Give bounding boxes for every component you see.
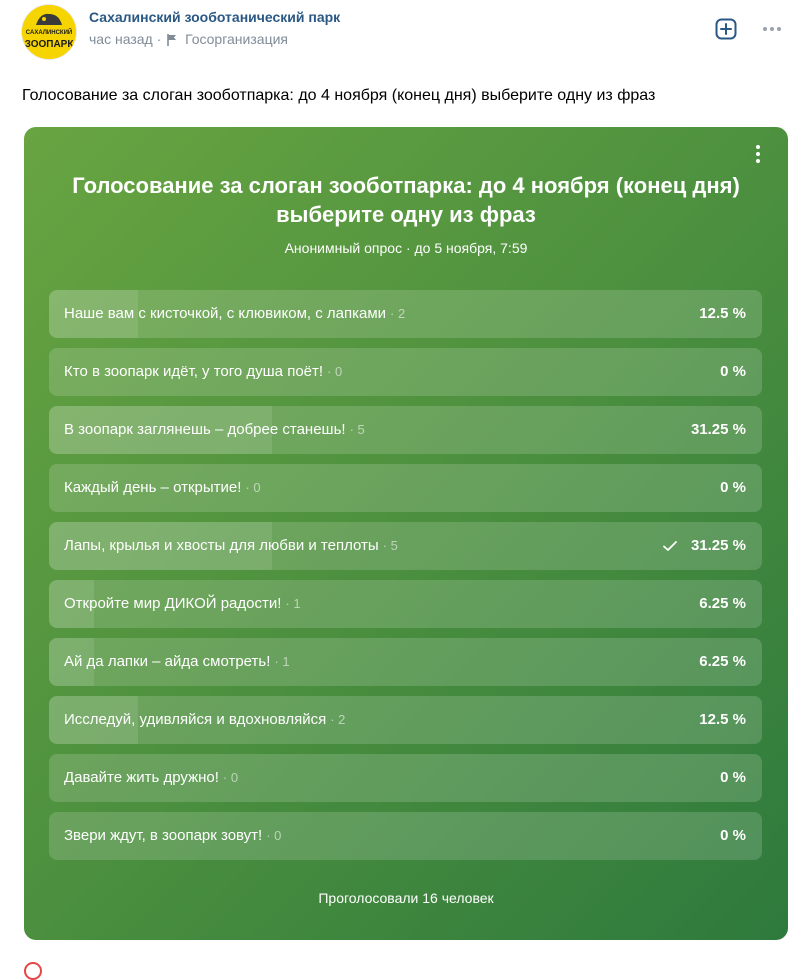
poll-subtitle: Анонимный опрос · до 5 ноября, 7:59 [284, 240, 528, 256]
poll-option-percent: 12.5 % [699, 711, 746, 728]
poll-option-label: Исследуй, удивляйся и вдохновляйся · 2 [64, 711, 346, 728]
post-text: Голосование за слоган зооботпарка: до 4 … [22, 87, 656, 104]
avatar-text-bottom: ЗООПАРК [25, 39, 75, 50]
reaction-icon[interactable] [24, 962, 42, 980]
poll-option-count: · 0 [245, 480, 261, 495]
poll-option[interactable]: Ай да лапки – айда смотреть! · 1 6.25 % [49, 638, 762, 686]
voters-count[interactable]: Проголосовали 16 человек [318, 890, 494, 906]
poll-option[interactable]: Наше вам с кисточкой, с клювиком, с лапк… [49, 290, 762, 338]
check-icon [663, 541, 677, 551]
poll-option-percent: 0 % [720, 363, 746, 380]
avatar[interactable]: САХАЛИНСКИЙ ЗООПАРК [22, 5, 76, 59]
poll-option-percent: 12.5 % [699, 305, 746, 322]
poll-option-label: Давайте жить дружно! · 0 [64, 769, 239, 786]
poll-title: Голосование за слоган зооботпарка: до 4 … [72, 173, 740, 227]
poll-option-label: Лапы, крылья и хвосты для любви и теплот… [64, 537, 398, 554]
poll-option-count: · 5 [382, 538, 398, 553]
poll-option-percent: 0 % [720, 769, 746, 786]
more-horizontal-icon[interactable] [760, 17, 784, 41]
post-header: САХАЛИНСКИЙ ЗООПАРК Сахалинский зооботан… [0, 0, 800, 70]
poll-option-label: Ай да лапки – айда смотреть! · 1 [64, 653, 290, 670]
poll-option-fill [49, 696, 139, 744]
meta-separator: · [156, 31, 162, 47]
poll-option-label: Кто в зоопарк идёт, у того душа поёт! · 0 [64, 363, 343, 380]
poll-option-count: · 2 [390, 306, 406, 321]
poll-option-fill [49, 406, 272, 454]
poll-option-percent: 6.25 % [699, 653, 746, 670]
poll-option-percent: 0 % [720, 827, 746, 844]
poll-option-fill [49, 580, 94, 628]
poll-option[interactable]: Исследуй, удивляйся и вдохновляйся · 2 12… [49, 696, 762, 744]
flag-icon [167, 33, 177, 49]
poll-option-label: Наше вам с кисточкой, с клювиком, с лапк… [64, 305, 406, 322]
poll-option[interactable]: Давайте жить дружно! · 0 0 % [49, 754, 762, 802]
poll-option-count: · 0 [327, 364, 343, 379]
post-meta: час назад · Госорганизация [89, 31, 288, 49]
poll-option[interactable]: Кто в зоопарк идёт, у того душа поёт! · 0… [49, 348, 762, 396]
poll-option-label: В зоопарк заглянешь – добрее станешь! · 5 [64, 421, 365, 438]
author-name[interactable]: Сахалинский зооботанический парк [89, 9, 341, 25]
poll-option-percent: 31.25 % [690, 537, 746, 554]
zoo-logo: САХАЛИНСКИЙ ЗООПАРК [22, 5, 76, 59]
poll-options: Наше вам с кисточкой, с клювиком, с лапк… [49, 290, 762, 870]
poll-option-count: · 0 [222, 770, 239, 785]
poll-option-label: Каждый день – открытие! · 0 [64, 479, 261, 496]
poll-option-percent: 6.25 % [699, 595, 746, 612]
poll-card: Голосование за слоган зооботпарка: до 4 … [24, 127, 788, 940]
poll-option-count: · 5 [349, 422, 365, 437]
poll-option-label: Звери ждут, в зоопарк зовут! · 0 [64, 827, 282, 844]
poll-option-fill [49, 290, 139, 338]
poll-option-label: Откройте мир ДИКОЙ радости! · 1 [64, 595, 301, 612]
poll-option[interactable]: Откройте мир ДИКОЙ радости! · 1 6.25 % [49, 580, 762, 628]
poll-option-fill [49, 638, 94, 686]
poll-option-percent: 0 % [720, 479, 746, 496]
poll-option-voted[interactable]: Лапы, крылья и хвосты для любви и теплот… [49, 522, 762, 570]
poll-option-fill [49, 522, 272, 570]
post-time[interactable]: час назад [89, 31, 153, 47]
poll-option-count: · 1 [274, 654, 290, 669]
more-vertical-icon[interactable] [752, 143, 764, 167]
poll-option-count: · 2 [330, 712, 346, 727]
org-type: Госорганизация [185, 31, 288, 47]
plus-square-icon[interactable] [714, 17, 738, 41]
poll-option-percent: 31.25 % [690, 421, 746, 438]
poll-option[interactable]: В зоопарк заглянешь – добрее станешь! · 5… [49, 406, 762, 454]
avatar-text-top: САХАЛИНСКИЙ [26, 28, 72, 36]
poll-option[interactable]: Звери ждут, в зоопарк зовут! · 0 0 % [49, 812, 762, 860]
poll-option[interactable]: Каждый день – открытие! · 0 0 % [49, 464, 762, 512]
poll-option-count: · 1 [285, 596, 301, 611]
poll-option-count: · 0 [266, 828, 282, 843]
